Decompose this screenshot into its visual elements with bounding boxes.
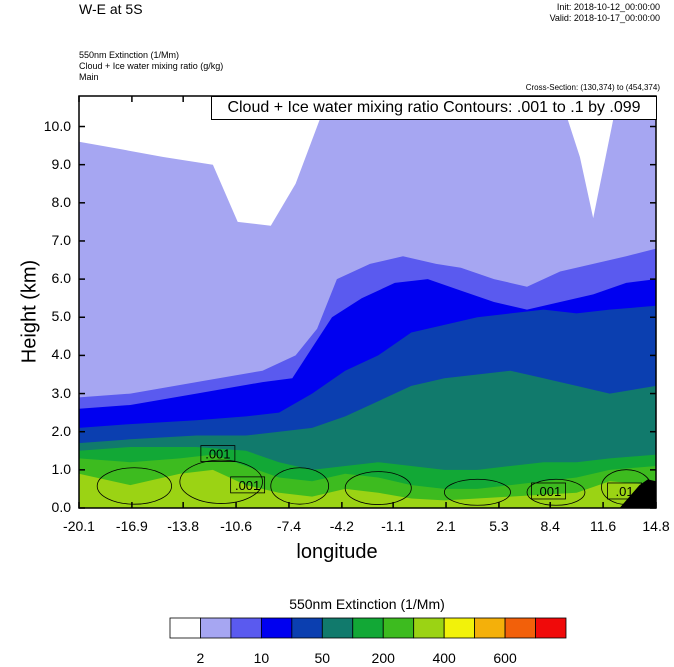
contour-line (344, 471, 412, 505)
contour-label: .001 (235, 478, 260, 493)
contour-label: .001 (536, 484, 561, 499)
colorbar-label: 400 (432, 650, 456, 666)
colorbar-label: 2 (196, 650, 205, 666)
x-tick-label: 11.6 (589, 518, 617, 534)
valid-time: Valid: 2018-10-17_00:00:00 (549, 13, 660, 23)
colorbar-swatch (200, 617, 232, 639)
field-line-2: Cloud + Ice water mixing ratio (g/kg) (79, 61, 224, 71)
x-axis-label: longitude (296, 541, 378, 563)
x-tick-label: 8.4 (540, 518, 560, 534)
colorbar-label: 200 (371, 650, 395, 666)
colorbar-swatch (352, 617, 384, 639)
colorbar-swatch (382, 617, 415, 639)
y-tick-label: 0.0 (51, 499, 71, 515)
contour-line (526, 478, 586, 506)
colorbar-label: 10 (253, 650, 270, 666)
contour-label-box (200, 445, 236, 462)
extinction-field: .001 .001 .001 .01 (79, 96, 656, 508)
contour-label: .001 (205, 447, 230, 462)
colorbar-swatch (443, 617, 476, 639)
y-tick-label: 8.0 (51, 193, 71, 210)
x-tick-label: -13.8 (167, 518, 200, 534)
cross-section-label: Cross-Section: (130,374) to (454,374) (525, 83, 660, 92)
init-time: Init: 2018-10-12_00:00:00 (556, 2, 660, 12)
y-tick-label: 5.0 (51, 308, 71, 325)
contour-line (443, 478, 511, 506)
colorbar-swatch (230, 617, 262, 639)
contour-label-box (230, 476, 266, 494)
contour-label-box (531, 482, 566, 500)
x-tick-label: 5.3 (489, 518, 509, 534)
colorbar-swatch (535, 617, 567, 639)
field-line-3: Main (79, 72, 99, 82)
colorbar-swatch (169, 617, 201, 639)
colorbar-swatch (413, 617, 445, 639)
x-tick-label: -20.1 (63, 518, 95, 534)
band-yellow-green (79, 469, 656, 508)
x-tick-label: -16.9 (115, 518, 148, 534)
terrain (619, 479, 656, 508)
colorbar-title: 550nm Extinction (1/Mm) (289, 596, 445, 612)
contour-line (96, 467, 172, 505)
contour-line (179, 459, 263, 504)
contour-label: .01 (616, 484, 634, 499)
field-description: 550nm Extinction (1/Mm) Cloud + Ice wate… (79, 50, 223, 83)
colorbar-swatch (504, 617, 536, 639)
y-tick-label: 1.0 (51, 460, 71, 477)
y-tick-label: 4.0 (51, 346, 71, 363)
field-line-1: 550nm Extinction (1/Mm) (79, 50, 180, 60)
y-tick-label: 3.0 (51, 384, 71, 401)
y-tick-label: 6.0 (51, 270, 71, 287)
colorbar-label: 50 (314, 650, 331, 666)
x-tick-label: 14.8 (642, 518, 670, 534)
colorbar-swatch (474, 617, 506, 639)
colorbar-swatch (321, 617, 354, 639)
y-axis-label: Height (km) (18, 259, 41, 364)
contour-line (270, 467, 330, 505)
y-tick-label: 10.0 (43, 117, 71, 134)
init-valid-times: Init: 2018-10-12_00:00:00 Valid: 2018-10… (550, 2, 660, 24)
y-tick-label: 2.0 (51, 422, 71, 439)
x-tick-label: 2.1 (436, 518, 456, 534)
y-tick-label: 9.0 (51, 155, 71, 172)
colorbar-swatch (260, 617, 293, 639)
x-tick-label: -10.6 (220, 518, 253, 534)
colorbar-swatch (291, 617, 323, 639)
x-tick-label: -7.4 (276, 518, 302, 534)
contour-label-box (607, 482, 642, 500)
y-tick-label: 7.0 (51, 231, 71, 248)
x-tick-label: -4.2 (329, 518, 354, 534)
contour-info-box: Cloud + Ice water mixing ratio Contours:… (211, 96, 657, 120)
x-tick-label: -1.1 (381, 518, 406, 534)
colorbar-label: 600 (493, 650, 517, 666)
contour-line (601, 469, 652, 505)
chart-title: W-E at 5S (79, 1, 143, 17)
